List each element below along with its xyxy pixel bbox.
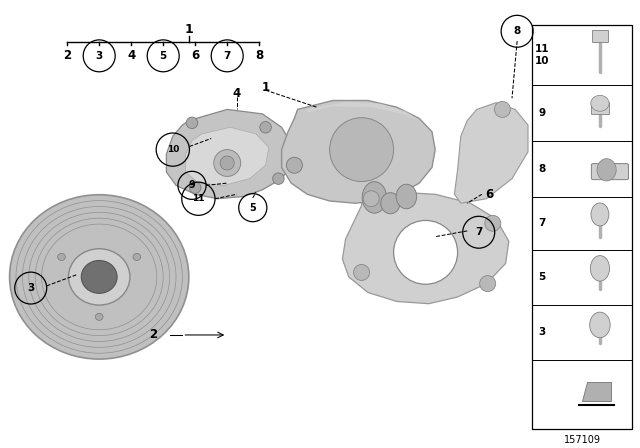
Text: 6: 6 xyxy=(486,188,493,201)
Text: 9: 9 xyxy=(538,108,546,118)
Ellipse shape xyxy=(330,118,394,181)
Text: 6: 6 xyxy=(191,49,199,62)
Text: 1: 1 xyxy=(262,81,269,94)
Polygon shape xyxy=(582,382,611,401)
Polygon shape xyxy=(186,127,269,185)
Text: 5: 5 xyxy=(159,51,167,61)
Text: 7: 7 xyxy=(223,51,231,61)
Ellipse shape xyxy=(362,181,387,213)
Text: 7: 7 xyxy=(538,218,546,228)
Ellipse shape xyxy=(591,203,609,226)
Ellipse shape xyxy=(591,95,609,111)
Text: 11: 11 xyxy=(192,194,205,203)
Ellipse shape xyxy=(214,150,241,177)
Text: 4: 4 xyxy=(233,87,241,100)
Ellipse shape xyxy=(485,215,501,231)
Ellipse shape xyxy=(480,276,496,292)
Ellipse shape xyxy=(394,220,458,284)
Text: 3: 3 xyxy=(95,51,103,61)
Ellipse shape xyxy=(10,195,189,359)
Polygon shape xyxy=(307,102,419,121)
Ellipse shape xyxy=(590,256,609,281)
Ellipse shape xyxy=(186,117,198,129)
Text: 3: 3 xyxy=(27,283,35,293)
Polygon shape xyxy=(282,100,435,203)
Ellipse shape xyxy=(189,182,201,194)
Ellipse shape xyxy=(81,260,117,293)
Ellipse shape xyxy=(589,312,610,338)
Text: 2: 2 xyxy=(150,328,157,341)
Ellipse shape xyxy=(381,193,400,214)
Ellipse shape xyxy=(597,159,616,181)
Text: 1: 1 xyxy=(184,22,193,35)
Text: 9: 9 xyxy=(189,181,195,190)
Text: 11
10: 11 10 xyxy=(535,44,549,65)
Text: 8: 8 xyxy=(538,164,546,174)
Text: 157109: 157109 xyxy=(564,435,600,445)
Ellipse shape xyxy=(260,121,271,133)
Ellipse shape xyxy=(287,157,303,173)
Polygon shape xyxy=(166,109,291,199)
Polygon shape xyxy=(342,192,509,304)
Text: 5: 5 xyxy=(250,202,256,213)
Text: 10: 10 xyxy=(166,145,179,154)
FancyBboxPatch shape xyxy=(532,25,632,429)
Text: 4: 4 xyxy=(127,49,135,62)
Ellipse shape xyxy=(495,101,511,117)
Text: 8: 8 xyxy=(255,49,263,62)
Ellipse shape xyxy=(68,249,130,305)
Text: 5: 5 xyxy=(538,272,546,282)
Ellipse shape xyxy=(396,184,417,209)
Ellipse shape xyxy=(220,156,234,170)
FancyBboxPatch shape xyxy=(591,102,609,114)
Text: 8: 8 xyxy=(513,26,521,36)
Ellipse shape xyxy=(58,254,65,260)
Text: 7: 7 xyxy=(475,227,483,237)
Ellipse shape xyxy=(95,313,103,320)
Ellipse shape xyxy=(133,254,141,260)
Text: 2: 2 xyxy=(63,49,71,62)
Polygon shape xyxy=(454,103,528,203)
Ellipse shape xyxy=(273,173,284,185)
FancyBboxPatch shape xyxy=(591,30,608,43)
Text: 3: 3 xyxy=(538,327,546,337)
FancyBboxPatch shape xyxy=(591,164,628,180)
Ellipse shape xyxy=(364,191,380,207)
Ellipse shape xyxy=(353,264,370,280)
